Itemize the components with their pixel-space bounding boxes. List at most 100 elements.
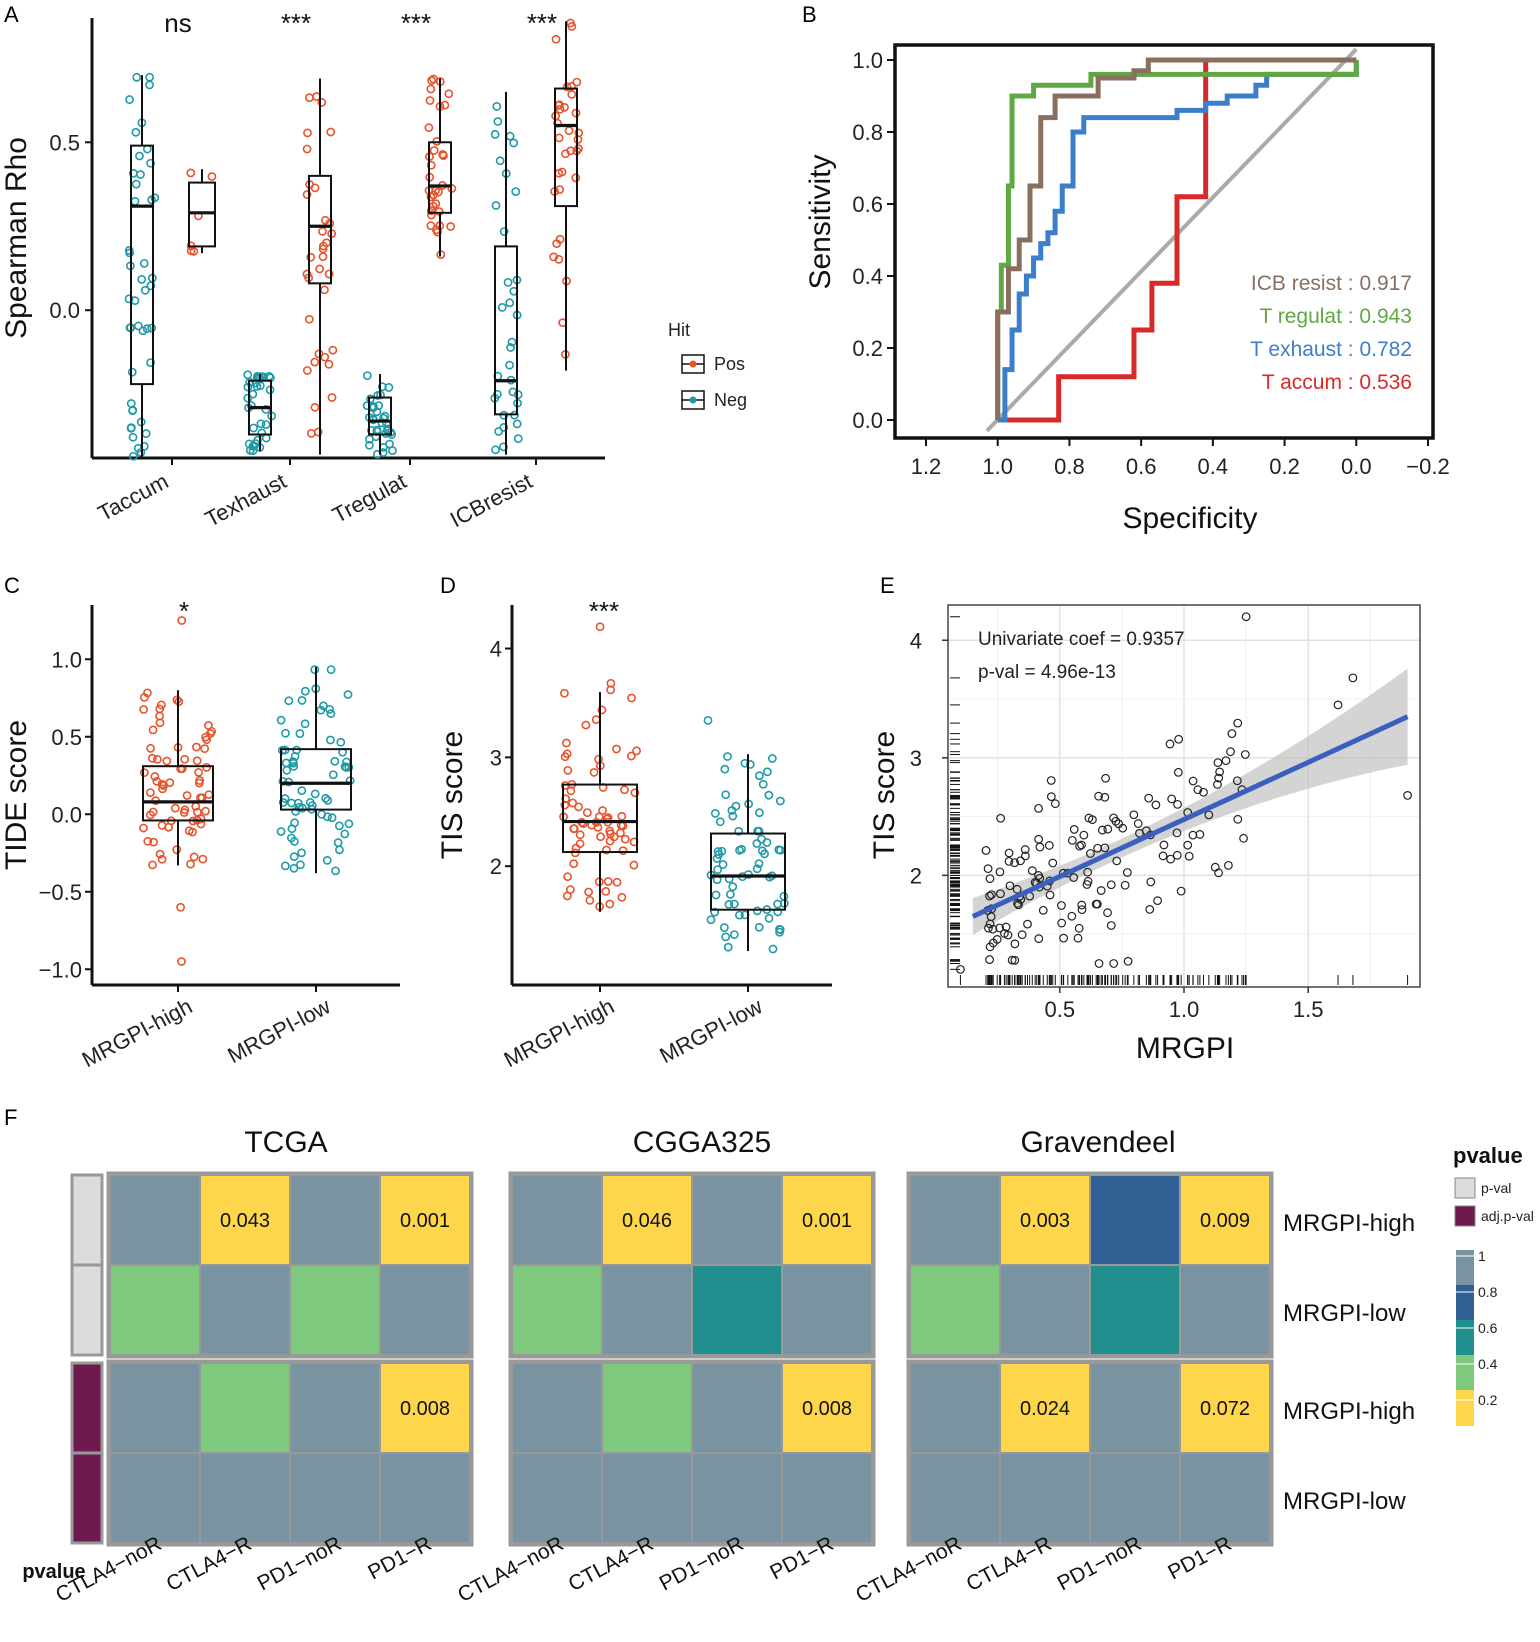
annotation-coef: Univariate coef = 0.9357 <box>978 629 1185 650</box>
data-point <box>727 806 737 815</box>
y-axis-title: Sensitivity <box>804 154 837 289</box>
data-point <box>138 326 148 336</box>
data-point <box>278 798 288 807</box>
outlier-point <box>606 685 616 695</box>
box-pos-box <box>554 87 578 208</box>
data-point <box>555 234 565 244</box>
data-point <box>492 389 502 399</box>
heatmap-cell <box>781 1174 873 1266</box>
heatmap-cell-label: 0.072 <box>1200 1398 1250 1420</box>
data-point <box>581 720 591 730</box>
heatmap-cell <box>781 1452 873 1544</box>
data-point <box>165 778 175 788</box>
x-axis-title: MRGPI <box>1136 1032 1234 1065</box>
scatter-point <box>1227 729 1237 739</box>
data-point <box>320 215 330 225</box>
y-axis-title: Spearman Rho <box>0 137 33 339</box>
row-annotation-adj.p-val <box>70 1451 104 1545</box>
data-point <box>569 824 579 834</box>
heatmap-cell <box>511 1264 603 1356</box>
scatter-point <box>1073 933 1083 943</box>
y-tick-label: 0.5 <box>49 130 80 155</box>
data-point <box>155 704 165 714</box>
heatmap-cell <box>289 1362 381 1454</box>
data-point <box>505 298 515 308</box>
x-tick-label: 0.6 <box>1126 454 1157 479</box>
data-point <box>136 170 145 179</box>
heatmap-cell <box>781 1362 873 1454</box>
data-point <box>758 779 768 789</box>
scatter-point <box>995 923 1005 933</box>
data-point <box>139 692 149 702</box>
data-point <box>180 754 190 764</box>
scatter-point <box>1118 823 1128 833</box>
scatter-point <box>1044 841 1054 850</box>
panel-letter-d: D <box>440 573 456 598</box>
scatter-point <box>1223 860 1233 870</box>
scatter-point <box>987 890 996 900</box>
data-point <box>322 855 332 865</box>
scatter-point <box>1010 939 1020 949</box>
legend-label-icb-resist: ICB resist : 0.917 <box>1251 272 1412 295</box>
significance-label: *** <box>589 596 619 626</box>
data-point <box>426 221 436 231</box>
scatter-point <box>1079 830 1089 840</box>
data-point <box>629 860 639 870</box>
scatter-point <box>1188 776 1198 786</box>
data-point <box>157 854 167 864</box>
data-point <box>189 852 199 862</box>
data-point <box>711 890 721 900</box>
scatter-point <box>1188 830 1198 840</box>
heatmap-frame-bottom <box>906 1359 1274 1547</box>
data-point <box>735 845 744 855</box>
scatter-point <box>1083 867 1092 877</box>
x-tick-label: MRGPI-high <box>500 993 619 1072</box>
data-point <box>511 187 521 196</box>
scatter-point <box>1204 810 1214 820</box>
data-point <box>148 860 157 870</box>
y-tick-label: 0.0 <box>51 802 82 827</box>
data-point <box>440 100 450 110</box>
panel-letter-b: B <box>802 2 817 27</box>
scatter-point <box>1097 825 1107 835</box>
data-point <box>147 195 157 205</box>
data-point <box>632 746 641 756</box>
data-point <box>362 371 372 381</box>
data-point <box>327 393 337 402</box>
data-point <box>145 788 155 797</box>
data-point <box>326 735 335 745</box>
data-point <box>302 144 312 154</box>
scatter-point <box>1120 880 1130 890</box>
heatmap-cell <box>1179 1452 1271 1544</box>
data-point <box>252 382 262 391</box>
data-point <box>133 321 143 331</box>
data-point <box>297 696 307 705</box>
data-point <box>282 765 292 775</box>
data-point <box>261 420 271 430</box>
data-point <box>194 767 203 777</box>
data-point <box>490 129 500 139</box>
data-point <box>288 757 298 766</box>
row-annotation-p-val <box>70 1173 104 1267</box>
x-axis-title: Specificity <box>1122 502 1257 535</box>
data-point <box>186 168 196 178</box>
data-point <box>713 847 723 856</box>
data-point <box>574 802 583 812</box>
data-point <box>157 821 167 830</box>
heatmap-frame-bottom <box>508 1359 876 1547</box>
scatter-point <box>1239 833 1248 843</box>
data-point <box>574 144 583 154</box>
data-point <box>302 190 312 199</box>
data-point <box>493 117 503 126</box>
x-tick-label: MRGPI-high <box>78 993 197 1072</box>
data-point <box>560 752 570 762</box>
data-point <box>593 822 603 832</box>
data-point <box>150 772 160 781</box>
y-axis-title: TIS score <box>868 731 901 859</box>
scatter-point <box>1034 934 1044 944</box>
data-point <box>306 429 316 438</box>
scatter-point <box>1145 904 1155 914</box>
data-point <box>754 808 764 818</box>
x-tick-label: 0.5 <box>1044 997 1075 1022</box>
data-point <box>729 899 739 909</box>
